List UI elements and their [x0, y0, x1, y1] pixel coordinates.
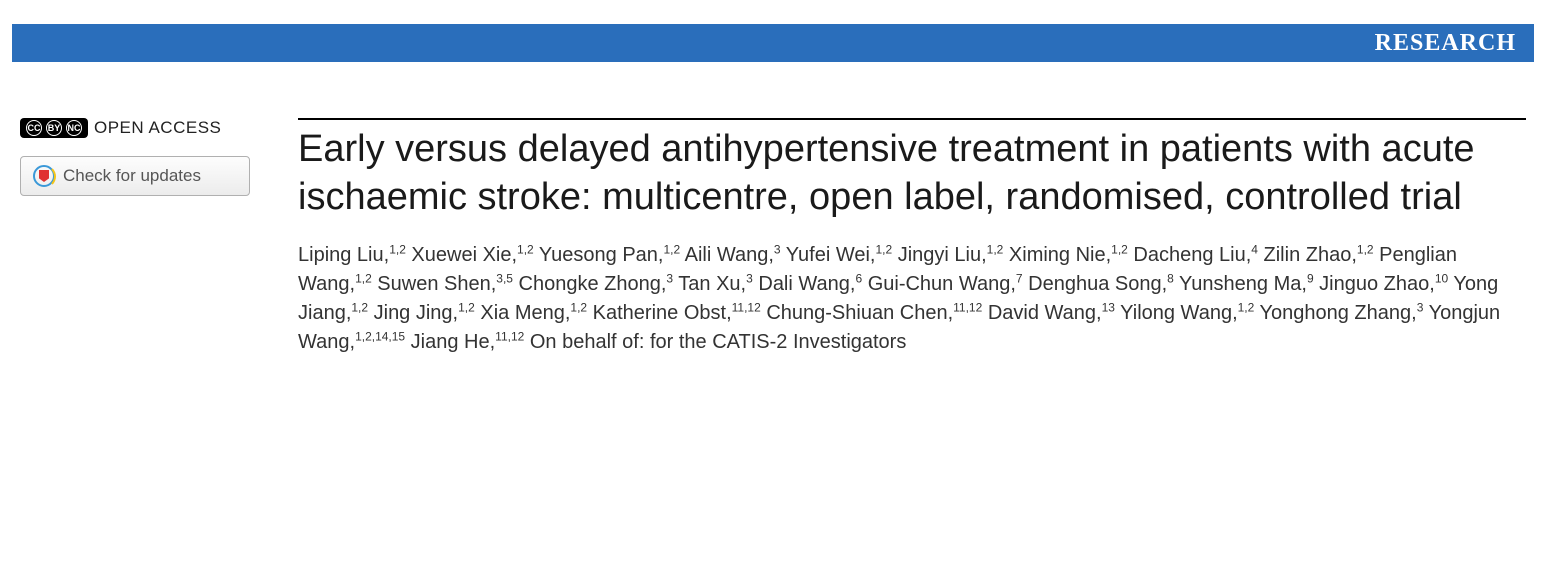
crossmark-icon — [33, 165, 55, 187]
cc-license-icon: CC BY NC — [20, 118, 88, 138]
article-title: Early versus delayed antihypertensive tr… — [298, 126, 1526, 221]
cc-icon: CC — [26, 120, 42, 136]
open-access-label: OPEN ACCESS — [94, 118, 221, 138]
by-icon: BY — [46, 120, 62, 136]
section-banner: RESEARCH — [12, 24, 1534, 62]
author-list: Liping Liu,1,2 Xuewei Xie,1,2 Yuesong Pa… — [298, 241, 1526, 357]
content-row: CC BY NC OPEN ACCESS Check for updates E… — [0, 62, 1546, 377]
check-updates-label: Check for updates — [63, 166, 201, 186]
nc-icon: NC — [66, 120, 82, 136]
check-updates-button[interactable]: Check for updates — [20, 156, 250, 196]
sidebar: CC BY NC OPEN ACCESS Check for updates — [20, 118, 274, 357]
article-main: Early versus delayed antihypertensive tr… — [298, 118, 1526, 357]
banner-label: RESEARCH — [1375, 30, 1516, 57]
open-access-row: CC BY NC OPEN ACCESS — [20, 118, 274, 138]
